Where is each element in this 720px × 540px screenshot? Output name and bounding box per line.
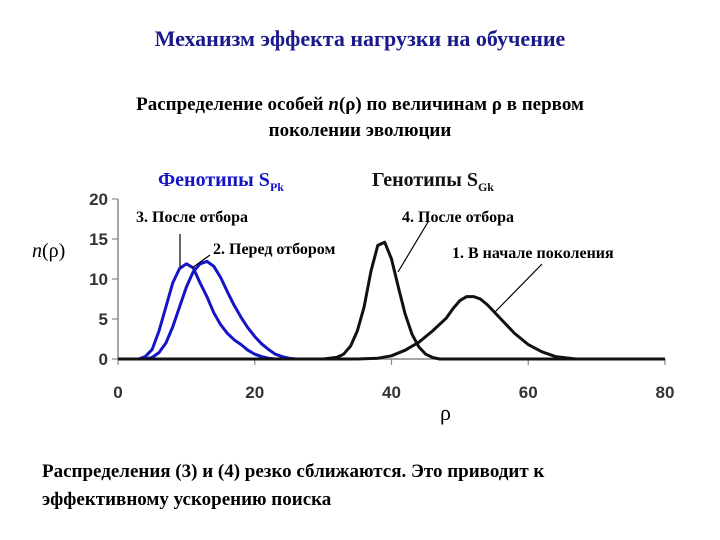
group-label-phenotypes: Фенотипы SPk — [158, 169, 284, 194]
y-tick-label: 20 — [89, 190, 108, 209]
series-line-2 — [118, 259, 310, 361]
x-tick-label: 80 — [656, 383, 675, 402]
conclusion-text: Распределения (3) и (4) резко сближаются… — [42, 458, 702, 514]
conclusion-line-1: Распределения (3) и (4) резко сближаются… — [42, 461, 545, 482]
x-tick-label: 60 — [519, 383, 538, 402]
series-label-before-selection: 2. Перед отбором — [213, 241, 335, 258]
subtitle-function: n — [328, 94, 339, 115]
subtitle-text-line2: поколении эволюции — [268, 120, 452, 141]
series-label-after-selection-genotype: 4. После отбора — [402, 209, 514, 226]
subtitle-text-mid: (ρ) по величинам ρ в первом — [338, 94, 584, 115]
x-axis-label: ρ — [440, 400, 451, 425]
series-line-1 — [118, 262, 289, 361]
y-axis-label: n(ρ) — [32, 240, 65, 262]
pointer-line-1 — [494, 263, 543, 313]
x-tick-label: 20 — [245, 383, 264, 402]
series-label-start-of-generation: 1. В начале поколения — [452, 245, 614, 262]
x-tick-label: 40 — [382, 383, 401, 402]
slide-title: Механизм эффекта нагрузки на обучение — [154, 26, 566, 51]
pointer-line-2 — [191, 254, 211, 269]
x-tick-label: 0 — [113, 383, 122, 402]
series-label-after-selection-phenotype: 3. После отбора — [136, 209, 248, 226]
y-tick-label: 0 — [99, 350, 108, 369]
y-tick-label: 15 — [89, 230, 108, 249]
series-line-3 — [118, 240, 665, 361]
slide-subtitle: Распределение особей n(ρ) по величинам ρ… — [60, 92, 660, 144]
group-label-genotypes: Генотипы SGk — [372, 169, 494, 194]
chart-series — [118, 240, 665, 361]
subtitle-text-start: Распределение особей — [136, 94, 329, 115]
pointer-line-4 — [397, 221, 429, 273]
series-line-4 — [118, 295, 665, 361]
y-tick-label: 10 — [89, 270, 108, 289]
y-tick-label: 5 — [99, 310, 108, 329]
conclusion-line-2: эффективному ускорению поиска — [42, 489, 332, 510]
